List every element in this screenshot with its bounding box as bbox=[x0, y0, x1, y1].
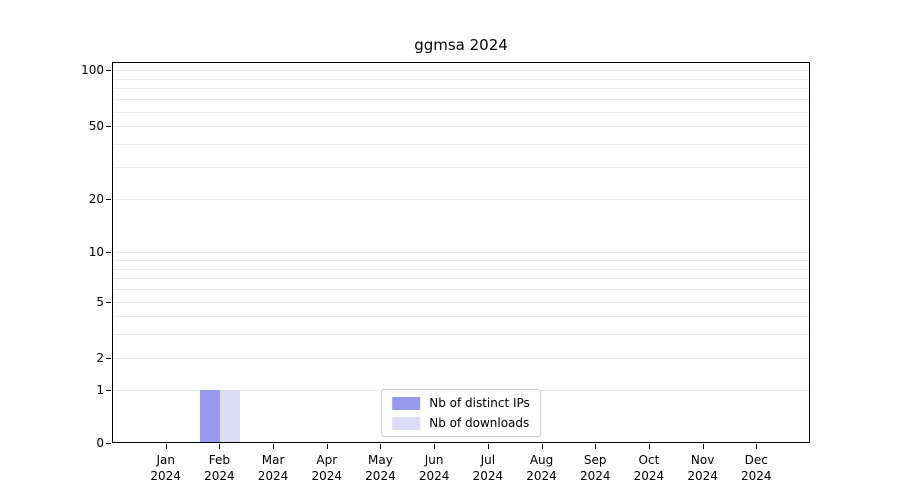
x-tick-year: 2024 bbox=[633, 469, 665, 483]
gridline bbox=[113, 199, 809, 201]
x-tick-label-sep: Sep 2024 bbox=[563, 452, 627, 484]
x-tick-label-aug: Aug 2024 bbox=[510, 452, 574, 484]
x-tick-month: Aug bbox=[529, 453, 554, 467]
gridline bbox=[113, 268, 809, 270]
x-tick-month: Sep bbox=[583, 453, 607, 467]
y-tick-label: 1 bbox=[96, 382, 104, 397]
y-tick bbox=[106, 199, 111, 201]
y-tick bbox=[106, 389, 111, 391]
x-tick-year: 2024 bbox=[257, 469, 289, 483]
x-tick-label-may: May 2024 bbox=[348, 452, 412, 484]
x-tick-label-jan: Jan 2024 bbox=[134, 452, 198, 484]
x-tick-year: 2024 bbox=[472, 469, 504, 483]
x-tick-year: 2024 bbox=[418, 469, 450, 483]
x-tick bbox=[165, 444, 167, 449]
gridline bbox=[113, 334, 809, 336]
x-tick bbox=[326, 444, 328, 449]
gridline bbox=[113, 167, 809, 169]
gridline bbox=[113, 78, 809, 80]
gridline bbox=[113, 111, 809, 113]
x-tick-month: Jan bbox=[156, 453, 175, 467]
x-tick-month: Oct bbox=[638, 453, 660, 467]
x-tick-year: 2024 bbox=[579, 469, 611, 483]
x-tick-month: Apr bbox=[316, 453, 338, 467]
legend-swatch-nb-of-distinct-ips bbox=[392, 396, 421, 410]
x-tick-year: 2024 bbox=[526, 469, 557, 483]
y-tick-label: 20 bbox=[88, 192, 104, 207]
x-tick bbox=[648, 444, 650, 449]
x-tick-year: 2024 bbox=[150, 469, 181, 483]
y-tick bbox=[106, 69, 111, 71]
gridline bbox=[113, 144, 809, 146]
x-tick-month: Mar bbox=[261, 453, 285, 467]
legend: Nb of distinct IPs Nb of downloads bbox=[381, 389, 541, 437]
x-tick-month: Jul bbox=[480, 453, 496, 467]
chart-title: ggmsa 2024 bbox=[414, 36, 508, 54]
y-tick-label: 0 bbox=[96, 436, 104, 450]
legend-label: Nb of downloads bbox=[429, 416, 530, 430]
gridline bbox=[113, 357, 809, 359]
y-tick-label: 10 bbox=[88, 245, 104, 260]
x-tick bbox=[434, 444, 436, 449]
bar-nb-of-distinct-ips-feb bbox=[200, 389, 221, 442]
y-tick bbox=[106, 252, 111, 254]
x-tick bbox=[273, 444, 275, 449]
x-tick-label-nov: Nov 2024 bbox=[671, 452, 735, 484]
x-tick-year: 2024 bbox=[365, 469, 396, 483]
x-tick-label-apr: Apr 2024 bbox=[295, 452, 359, 484]
y-tick bbox=[106, 357, 111, 359]
gridline bbox=[113, 278, 809, 280]
y-tick-label: 5 bbox=[96, 294, 104, 309]
x-tick-month: Dec bbox=[744, 453, 768, 467]
x-tick-label-oct: Oct 2024 bbox=[617, 452, 681, 484]
gridline bbox=[113, 69, 809, 71]
x-tick-month: Feb bbox=[208, 453, 230, 467]
gridline bbox=[113, 301, 809, 303]
x-tick-year: 2024 bbox=[741, 469, 772, 483]
x-tick-label-mar: Mar 2024 bbox=[241, 452, 305, 484]
x-tick bbox=[595, 444, 597, 449]
x-tick-year: 2024 bbox=[311, 469, 343, 483]
plot-area: Nb of distinct IPs Nb of downloads bbox=[112, 62, 810, 443]
y-tick bbox=[106, 126, 111, 128]
x-tick-month: May bbox=[368, 453, 393, 467]
x-tick-year: 2024 bbox=[687, 469, 718, 483]
x-tick-label-jul: Jul 2024 bbox=[456, 452, 520, 484]
gridline bbox=[113, 316, 809, 318]
x-tick-label-feb: Feb 2024 bbox=[187, 452, 251, 484]
gridline bbox=[113, 126, 809, 128]
x-tick-month: Jun bbox=[424, 453, 444, 467]
y-tick-label: 2 bbox=[96, 350, 104, 365]
x-tick bbox=[219, 444, 221, 449]
legend-row-nb-of-downloads: Nb of downloads bbox=[392, 416, 530, 430]
x-tick-label-jun: Jun 2024 bbox=[402, 452, 466, 484]
x-tick bbox=[487, 444, 489, 449]
x-tick-label-dec: Dec 2024 bbox=[724, 452, 788, 484]
y-tick-label: 100 bbox=[81, 62, 104, 77]
x-tick bbox=[702, 444, 704, 449]
x-tick bbox=[541, 444, 543, 449]
x-tick-month: Nov bbox=[690, 453, 715, 467]
legend-swatch-nb-of-downloads bbox=[392, 416, 421, 430]
legend-label: Nb of distinct IPs bbox=[429, 396, 530, 410]
y-tick-label: 50 bbox=[88, 119, 104, 134]
y-tick bbox=[106, 443, 111, 444]
x-tick bbox=[380, 444, 382, 449]
x-tick-year: 2024 bbox=[204, 469, 235, 483]
gridline bbox=[113, 88, 809, 90]
gridline bbox=[113, 289, 809, 291]
legend-row-nb-of-distinct-ips: Nb of distinct IPs bbox=[392, 396, 530, 410]
y-tick bbox=[106, 301, 111, 303]
bar-nb-of-downloads-feb bbox=[220, 389, 241, 442]
x-tick bbox=[756, 444, 758, 449]
gridline bbox=[113, 99, 809, 100]
gridline bbox=[113, 260, 809, 262]
gridline bbox=[113, 252, 809, 254]
